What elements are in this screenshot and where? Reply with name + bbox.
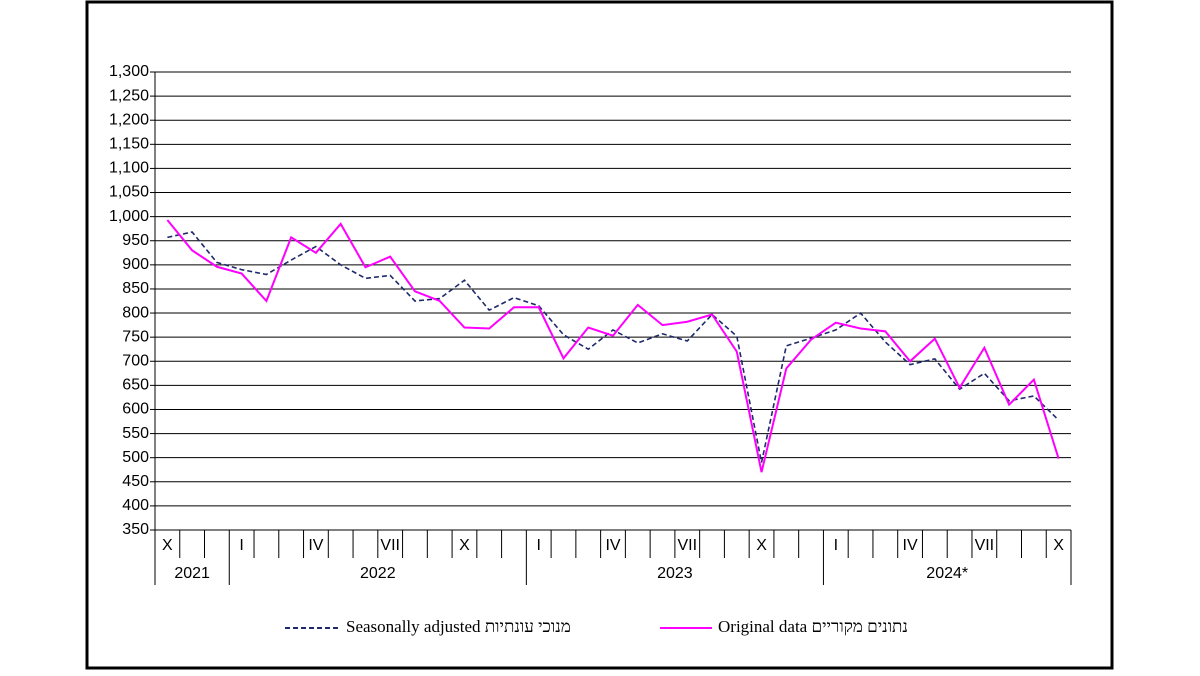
x-tick-label: X bbox=[459, 537, 470, 554]
y-tick-label: 1,250 bbox=[109, 87, 149, 104]
x-tick-label: I bbox=[239, 537, 243, 554]
y-tick-label: 1,300 bbox=[109, 63, 149, 80]
y-tick-label: 850 bbox=[122, 280, 149, 297]
y-tick-label: 600 bbox=[122, 401, 149, 418]
y-tick-label: 1,100 bbox=[109, 160, 149, 177]
year-label: 2024* bbox=[926, 565, 968, 582]
x-tick-label: I bbox=[537, 537, 541, 554]
x-tick-label: IV bbox=[308, 537, 323, 554]
x-tick-label: X bbox=[162, 537, 173, 554]
x-tick-label: VII bbox=[975, 537, 995, 554]
x-tick-label: VII bbox=[677, 537, 697, 554]
y-tick-label: 950 bbox=[122, 232, 149, 249]
legend-label: Original data נתונים מקוריים bbox=[718, 617, 908, 636]
legend-label: Seasonally adjusted מנוכי עונתיות bbox=[346, 617, 571, 636]
x-tick-label: X bbox=[756, 537, 767, 554]
frame bbox=[85, 0, 1114, 670]
x-tick-label: VII bbox=[380, 537, 400, 554]
y-tick-label: 1,150 bbox=[109, 136, 149, 153]
y-tick-label: 750 bbox=[122, 328, 149, 345]
y-tick-label: 500 bbox=[122, 449, 149, 466]
y-tick-label: 900 bbox=[122, 256, 149, 273]
x-tick-label: IV bbox=[605, 537, 620, 554]
y-tick-label: 450 bbox=[122, 473, 149, 490]
year-label: 2022 bbox=[360, 565, 396, 582]
y-tick-label: 700 bbox=[122, 352, 149, 369]
year-label: 2021 bbox=[174, 565, 210, 582]
y-tick-label: 1,000 bbox=[109, 208, 149, 225]
y-tick-label: 800 bbox=[122, 304, 149, 321]
y-tick-label: 650 bbox=[122, 377, 149, 394]
x-tick-label: I bbox=[834, 537, 838, 554]
x-tick-label: IV bbox=[903, 537, 918, 554]
x-tick-label: X bbox=[1053, 537, 1064, 554]
y-tick-label: 1,200 bbox=[109, 111, 149, 128]
y-tick-label: 400 bbox=[122, 497, 149, 514]
data-line bbox=[166, 219, 1060, 473]
year-label: 2023 bbox=[657, 565, 693, 582]
y-tick-label: 350 bbox=[122, 521, 149, 538]
data-line bbox=[167, 231, 1060, 463]
y-tick-label: 1,050 bbox=[109, 184, 149, 201]
y-tick-label: 550 bbox=[122, 425, 149, 442]
